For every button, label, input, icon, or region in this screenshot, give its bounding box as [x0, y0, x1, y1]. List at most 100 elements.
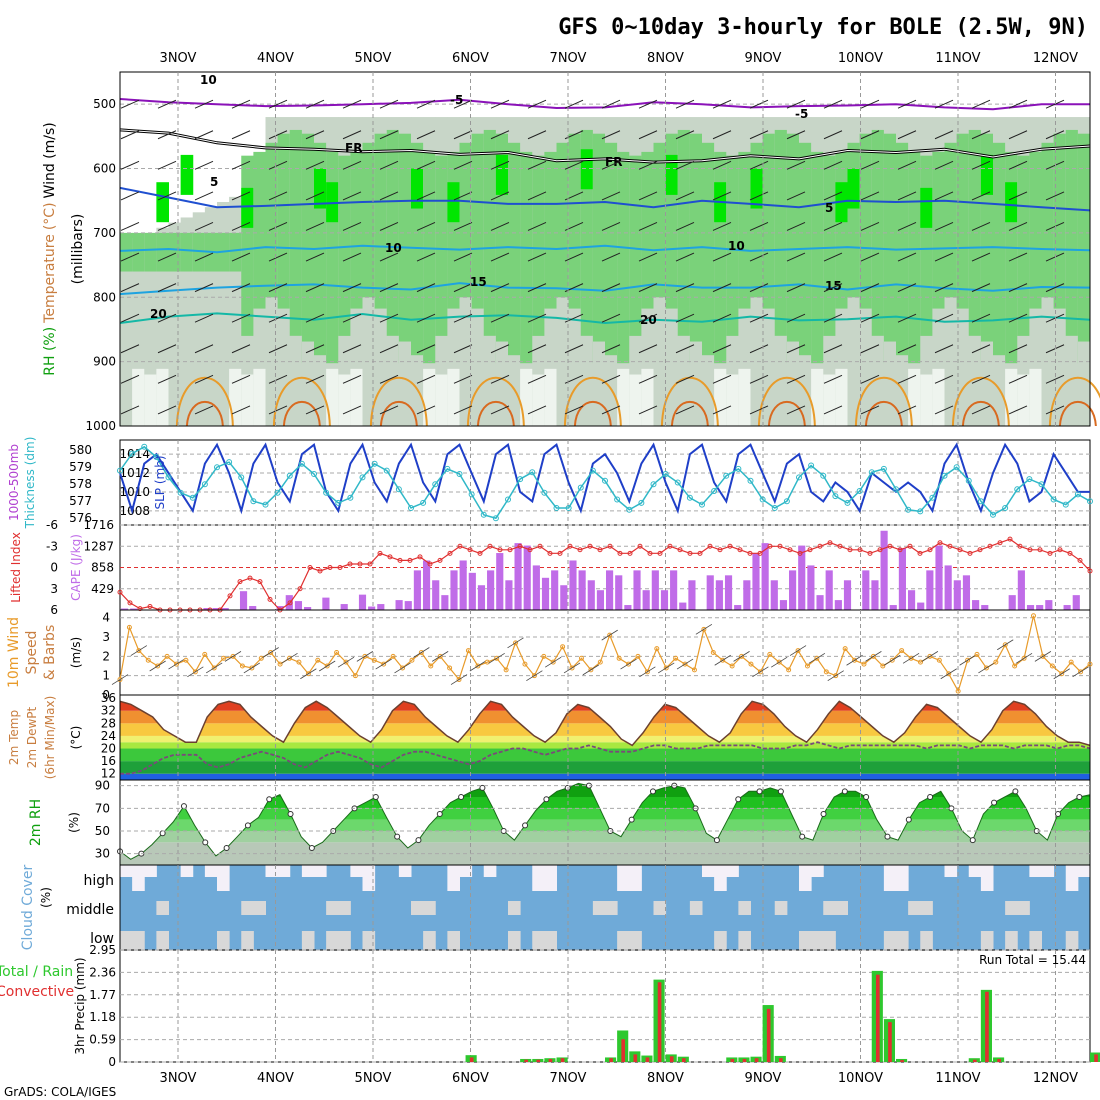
wind-barb: [749, 130, 769, 140]
li-point: [417, 554, 423, 560]
wind-barb: [527, 344, 547, 354]
wind-barb: [971, 160, 991, 170]
rh-band-saturated: [665, 154, 679, 195]
wind-barb: [490, 191, 510, 201]
cape-bar: [917, 602, 925, 610]
wind-barb: [157, 252, 177, 262]
cape-bar: [1072, 595, 1080, 610]
upper-ylabel-part: Temperature: [42, 234, 58, 324]
wind-barb-10m: [243, 662, 261, 674]
wind-barb-10m: [639, 666, 656, 678]
cape-bar: [615, 575, 623, 610]
li-point: [307, 565, 313, 570]
contour-label: 5: [825, 201, 833, 215]
precip-conv-bar: [524, 1059, 529, 1062]
wind-point: [626, 661, 632, 667]
wind-barb: [527, 405, 547, 415]
rh-band-saturated: [447, 182, 460, 223]
thickness-point: [1074, 491, 1081, 498]
rh-point: [543, 796, 550, 803]
li-point: [347, 561, 353, 567]
thickness-point: [856, 488, 863, 494]
thickness-point: [517, 476, 524, 483]
cloud-middle-gap: [592, 901, 606, 915]
rh-band-low: [811, 368, 824, 426]
precip-conv-bar: [548, 1058, 553, 1062]
cape-bar: [1063, 605, 1071, 610]
slp-ylabel: SLP (mb): [153, 455, 167, 509]
wind-point: [221, 655, 227, 661]
wind-point: [654, 646, 660, 652]
temp-band: [120, 735, 1090, 743]
wind-barb: [453, 130, 473, 140]
cape-bar: [212, 608, 220, 610]
rh-point: [479, 784, 486, 791]
wind-barb-10m: [262, 647, 279, 658]
thickness-point: [965, 477, 972, 484]
rh-point: [180, 803, 187, 810]
cloud-high-gap: [944, 865, 958, 877]
li-point: [137, 606, 143, 612]
wind-barb-10m: [601, 629, 618, 641]
wind-barb: [194, 252, 214, 262]
wind-barb: [527, 313, 547, 323]
li-point: [867, 550, 873, 556]
wind-barb: [934, 222, 954, 231]
li-point: [847, 547, 853, 553]
wind-barb: [194, 160, 214, 170]
thickness-point: [990, 511, 996, 518]
wind-barb: [453, 313, 473, 323]
thickness-point: [177, 489, 184, 496]
cape-bar: [322, 597, 330, 610]
cloud-high-gap: [483, 865, 497, 877]
li-point: [407, 557, 413, 563]
thickness-point: [796, 474, 802, 481]
wind-barb: [860, 99, 880, 109]
precip-conv-bar: [633, 1054, 638, 1062]
wind-barb: [1008, 252, 1028, 262]
li-point: [797, 550, 803, 556]
wind-barb-10m: [356, 651, 374, 662]
wind-barb: [823, 374, 843, 384]
rh-point: [1055, 811, 1062, 817]
wind-barb: [194, 374, 214, 384]
wind-barb: [120, 130, 140, 140]
cape-bar: [779, 600, 788, 610]
cape-bar: [953, 580, 961, 610]
rh-band-low: [204, 341, 218, 426]
precip-ylabel: 3hr Precip (mm): [73, 957, 87, 1054]
wind-point: [239, 663, 245, 669]
wind-barb: [342, 283, 362, 293]
thickness-point: [1062, 501, 1069, 508]
rh-band-high: [374, 133, 388, 309]
wind-point: [164, 653, 170, 659]
li-point: [267, 596, 273, 602]
wind-barb: [120, 405, 140, 415]
wind-barb: [453, 374, 473, 384]
cape-bar: [871, 580, 879, 610]
cape-bar: [249, 606, 257, 610]
wind-barb: [490, 405, 510, 415]
wind-barb: [1008, 130, 1028, 140]
cape-bar: [1008, 595, 1016, 610]
rh-band-saturated: [241, 187, 254, 228]
rh-band-low: [289, 335, 303, 426]
bottom-date-10NOV: 10NOV: [838, 1071, 883, 1086]
wind-unit: (m/s): [69, 637, 83, 668]
rh-band-low: [1017, 374, 1030, 426]
wind-barb: [749, 374, 769, 384]
wind-point: [767, 651, 773, 657]
rh-band-high: [726, 155, 739, 336]
wind-barb: [157, 374, 177, 384]
rh-point: [223, 845, 230, 851]
cloud-middle-gap: [338, 901, 351, 915]
wind-point: [494, 655, 500, 661]
rh-point: [266, 796, 273, 803]
thickness-point: [201, 481, 208, 488]
cape-bar: [121, 608, 129, 610]
temp-tick-32: 32: [101, 704, 116, 718]
wind-barb-10m: [187, 666, 204, 678]
li-point: [127, 600, 133, 606]
wind-point: [503, 667, 509, 673]
rh-band-low: [908, 368, 921, 426]
